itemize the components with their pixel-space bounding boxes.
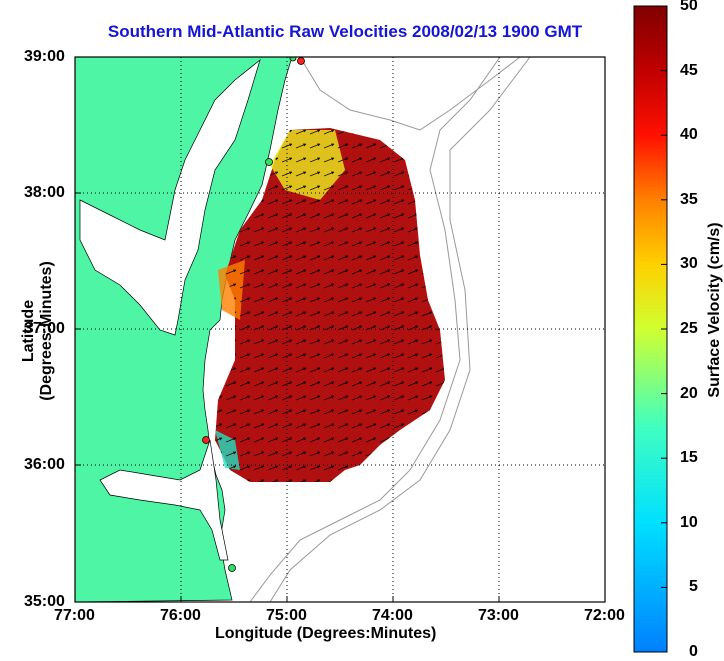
y-axis-label: Latitude (Degrees:Minutes): [20, 261, 55, 401]
x-tick-label: 75:00: [266, 607, 307, 624]
chart-title: Southern Mid-Atlantic Raw Velocities 200…: [107, 22, 583, 41]
y-tick-label: 35:00: [24, 593, 65, 610]
colorbar-tick-label: 25: [680, 320, 698, 337]
colorbar-label: Surface Velocity (cm/s): [706, 222, 723, 398]
y-tick-label: 39:00: [24, 48, 65, 65]
station-marker: [265, 158, 273, 166]
velocity-arrows: [215, 128, 445, 482]
y-tick-label: 37:00: [24, 320, 65, 337]
y-tick-label: 36:00: [24, 456, 65, 473]
colorbar-tick-label: 5: [689, 578, 698, 595]
bathymetry-contour: [249, 57, 501, 602]
station-marker: [289, 57, 297, 62]
colorbar-tick-label: 0: [689, 643, 698, 660]
colorbar-tick-label: 30: [680, 255, 698, 272]
colorbar-tick-label: 15: [680, 449, 698, 466]
x-tick-label: 73:00: [478, 607, 519, 624]
bathymetry-contour: [269, 57, 531, 602]
bathymetry-contour: [299, 57, 521, 131]
pamlico-sound: [99, 439, 229, 561]
colorbar-tick-label: 10: [680, 514, 698, 531]
chesapeake-bay: [79, 59, 261, 336]
x-tick-label: 72:00: [584, 607, 625, 624]
grid-lines: [75, 57, 605, 602]
colorbar-tick-label: 45: [680, 62, 698, 79]
x-tick-label: 77:00: [54, 607, 95, 624]
y-tick-label: 38:00: [24, 184, 65, 201]
x-tick-label: 76:00: [160, 607, 201, 624]
x-axis-label: Longitude (Degrees:Minutes): [215, 625, 437, 642]
station-marker: [297, 57, 305, 65]
station-marker: [228, 564, 236, 572]
colorbar-tick-label: 35: [680, 191, 698, 208]
station-marker: [202, 436, 210, 444]
colorbar-tick-label: 40: [680, 126, 698, 143]
x-tick-label: 74:00: [372, 607, 413, 624]
colorbar-tick-label: 50: [680, 0, 698, 14]
colorbar-tick-label: 20: [680, 385, 698, 402]
